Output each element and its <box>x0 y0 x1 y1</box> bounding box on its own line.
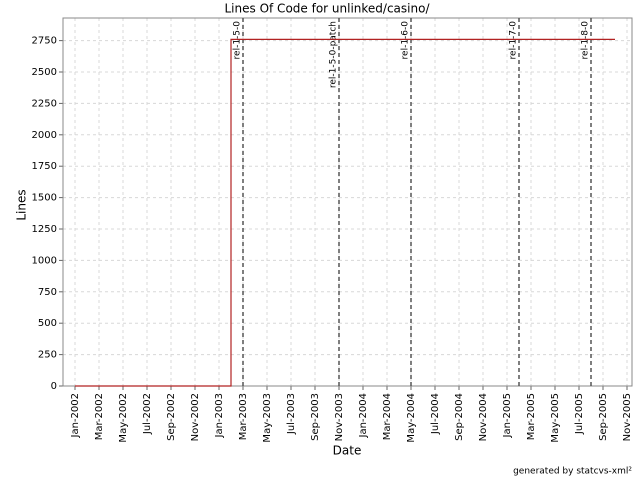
x-tick-label: Jan-2004 <box>358 393 369 438</box>
x-tick-label: Sep-2003 <box>310 393 321 441</box>
x-tick-label: Sep-2005 <box>598 393 609 441</box>
x-tick-label: Jul-2004 <box>430 393 441 435</box>
release-label: rel-1-7-0 <box>509 21 519 60</box>
x-tick-label: Nov-2005 <box>622 393 633 441</box>
y-tick-label: 1750 <box>32 161 57 172</box>
x-tick-label: Mar-2003 <box>238 393 249 440</box>
x-tick-label: Nov-2002 <box>190 393 201 441</box>
x-tick-label: Jul-2002 <box>142 393 153 435</box>
release-label: rel-1-6-0 <box>401 21 411 60</box>
y-tick-label: 2500 <box>32 67 57 78</box>
x-tick-label: Nov-2004 <box>478 393 489 441</box>
x-tick-label: Jul-2003 <box>286 393 297 435</box>
y-tick-label: 2250 <box>32 98 57 109</box>
y-tick-label: 1000 <box>32 255 57 266</box>
x-tick-label: Jan-2005 <box>502 393 513 438</box>
x-tick-label: May-2003 <box>262 393 273 443</box>
y-tick-label: 1250 <box>32 224 57 235</box>
line-series <box>75 38 615 387</box>
x-tick-label: Sep-2004 <box>454 393 465 441</box>
x-tick-label: Sep-2002 <box>166 393 177 441</box>
y-tick-label: 1500 <box>32 193 57 204</box>
chart-title: Lines Of Code for unlinked/casino/ <box>225 2 431 16</box>
x-tick-label: Jan-2002 <box>70 393 81 438</box>
y-tick-label: 250 <box>38 350 57 361</box>
y-tick-label: 2000 <box>32 130 57 141</box>
x-tick-label: Mar-2005 <box>526 393 537 440</box>
y-axis-label: Lines <box>15 189 29 220</box>
x-tick-label: May-2002 <box>118 393 129 443</box>
x-tick-label: Mar-2004 <box>382 393 393 440</box>
x-tick-label: Jan-2003 <box>214 393 225 438</box>
y-tick-label: 750 <box>38 287 57 298</box>
x-tick-label: Nov-2003 <box>334 393 345 441</box>
x-tick-label: Mar-2002 <box>94 393 105 440</box>
x-axis-label: Date <box>333 444 362 458</box>
y-tick-label: 500 <box>38 318 57 329</box>
x-tick-label: Jul-2005 <box>574 393 585 435</box>
y-tick-label: 0 <box>51 381 57 392</box>
release-label: rel-1-5-0-patch <box>329 21 339 88</box>
y-tick-label: 2750 <box>32 36 57 47</box>
x-tick-label: May-2004 <box>406 393 417 443</box>
footer: generated by statcvs-xml² <box>513 467 632 477</box>
plot-frame <box>62 17 633 387</box>
release-label: rel-1-8-0 <box>581 21 591 60</box>
release-label: rel-1-5-0 <box>233 21 243 60</box>
x-tick-label: May-2005 <box>550 393 561 443</box>
